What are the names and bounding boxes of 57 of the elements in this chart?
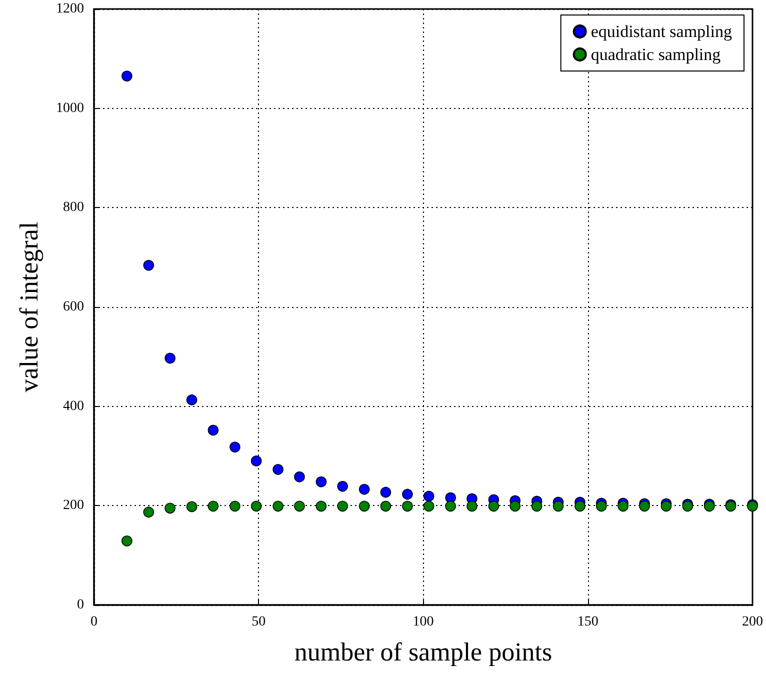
point — [445, 500, 456, 512]
y-tick-label: 1000 — [56, 100, 84, 116]
point — [358, 484, 370, 495]
point — [337, 500, 348, 512]
x-tick-label: 150 — [577, 614, 598, 630]
point — [337, 480, 348, 492]
point — [316, 500, 327, 512]
point — [510, 500, 521, 512]
point — [639, 500, 650, 512]
point — [574, 500, 586, 512]
point — [250, 500, 262, 512]
point — [423, 490, 434, 502]
point — [380, 486, 392, 498]
point — [186, 394, 198, 406]
point — [164, 352, 176, 364]
point — [143, 260, 154, 271]
point — [531, 500, 542, 512]
x-axis-title: number of sample points — [294, 638, 552, 666]
y-axis-title: value of integral — [14, 222, 44, 392]
point — [316, 476, 327, 488]
y-tick-label: 1200 — [56, 2, 84, 16]
x-tick-label: 200 — [742, 614, 763, 630]
legend-label: quadratic sampling — [590, 45, 722, 64]
point — [272, 500, 284, 512]
point — [164, 502, 176, 514]
point — [294, 500, 305, 512]
point — [618, 500, 629, 512]
y-tick-label: 400 — [63, 398, 84, 414]
x-tick-label: 100 — [412, 614, 434, 630]
y-tick-label: 200 — [63, 498, 84, 514]
x-tick-label: 0 — [90, 614, 98, 630]
y-tick-label: 800 — [63, 200, 84, 216]
x-tick-label: 50 — [252, 614, 266, 630]
point — [272, 464, 284, 475]
point — [402, 500, 413, 512]
point — [230, 442, 240, 452]
point — [122, 70, 132, 82]
point — [143, 506, 154, 518]
point — [122, 536, 132, 546]
point — [423, 500, 434, 512]
point — [552, 500, 564, 512]
point — [230, 500, 240, 512]
point — [294, 471, 305, 482]
y-tick-label: 600 — [63, 300, 84, 314]
point — [380, 500, 392, 512]
legend-label: equidistant sampling — [590, 22, 732, 41]
point — [660, 500, 672, 512]
point — [488, 500, 500, 512]
point — [466, 500, 478, 512]
y-tick-label: 0 — [77, 598, 84, 612]
point — [596, 500, 607, 512]
point — [402, 488, 413, 500]
point — [208, 500, 219, 512]
point — [208, 424, 219, 436]
point — [250, 456, 262, 466]
point — [186, 501, 198, 512]
point — [358, 500, 370, 512]
